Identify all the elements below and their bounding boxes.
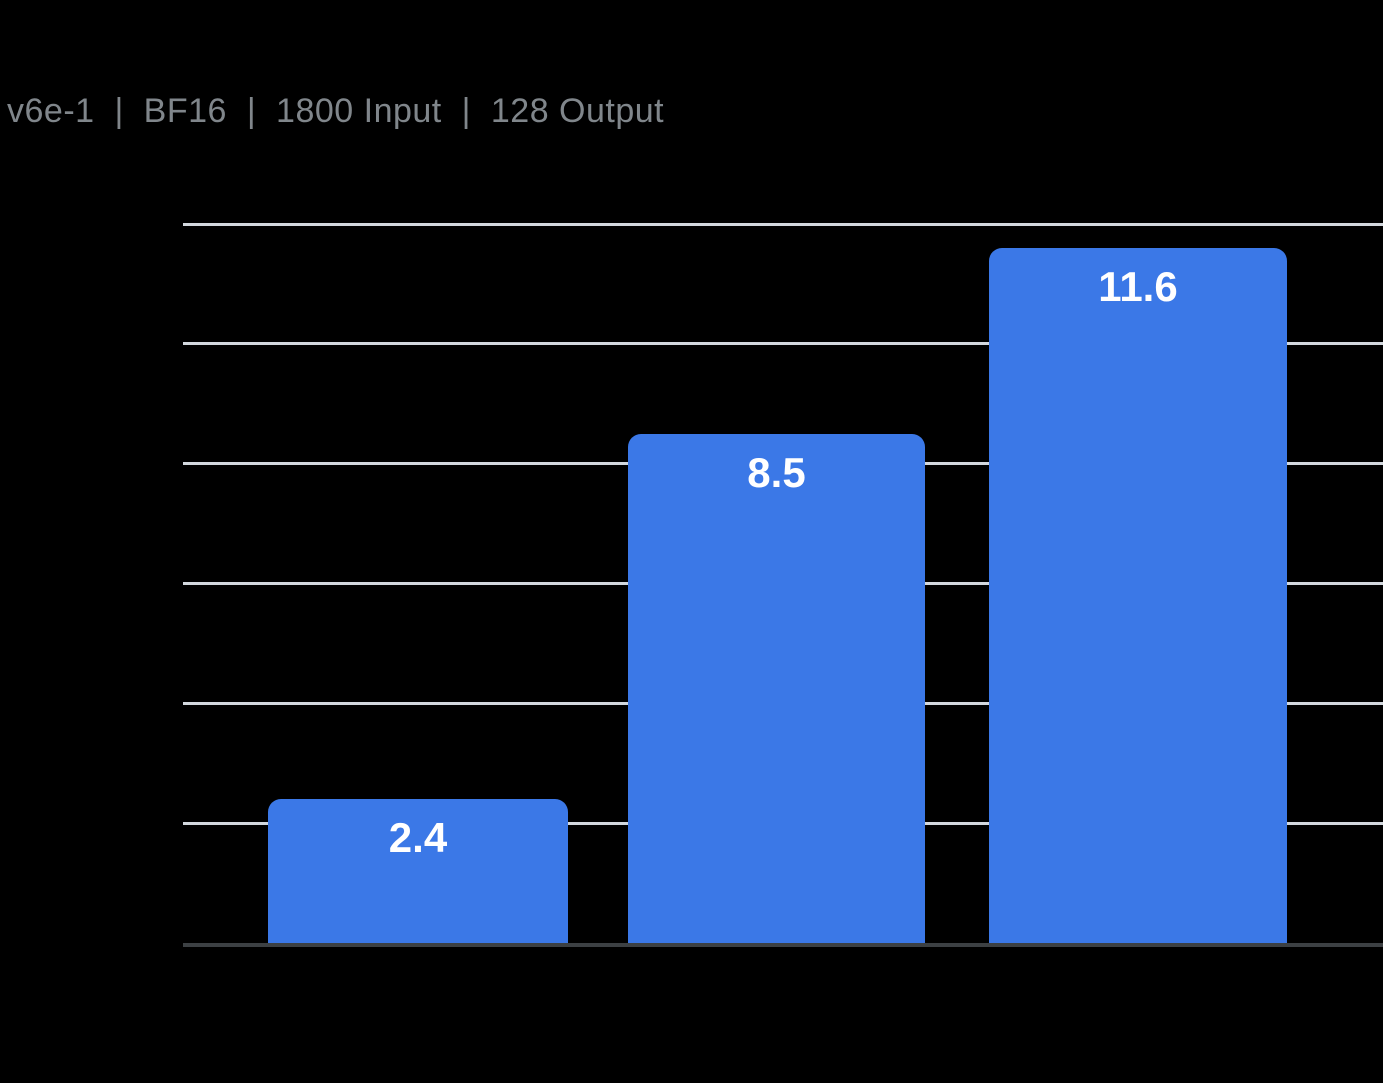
gridline bbox=[183, 223, 1383, 226]
bar: 8.5 bbox=[628, 434, 925, 943]
bar-value-label: 11.6 bbox=[1098, 263, 1178, 310]
bar-value-label: 8.5 bbox=[747, 449, 806, 496]
bar: 2.4 bbox=[268, 799, 568, 943]
chart-title: v6e-1 | BF16 | 1800 Input | 128 Output bbox=[7, 92, 665, 130]
x-axis-line bbox=[183, 943, 1383, 947]
bar-value-label: 2.4 bbox=[388, 814, 448, 861]
plot-area: 2.4 8.5 11.6 bbox=[183, 223, 1383, 947]
gridline bbox=[183, 342, 1383, 345]
bar: 11.6 bbox=[989, 248, 1287, 943]
